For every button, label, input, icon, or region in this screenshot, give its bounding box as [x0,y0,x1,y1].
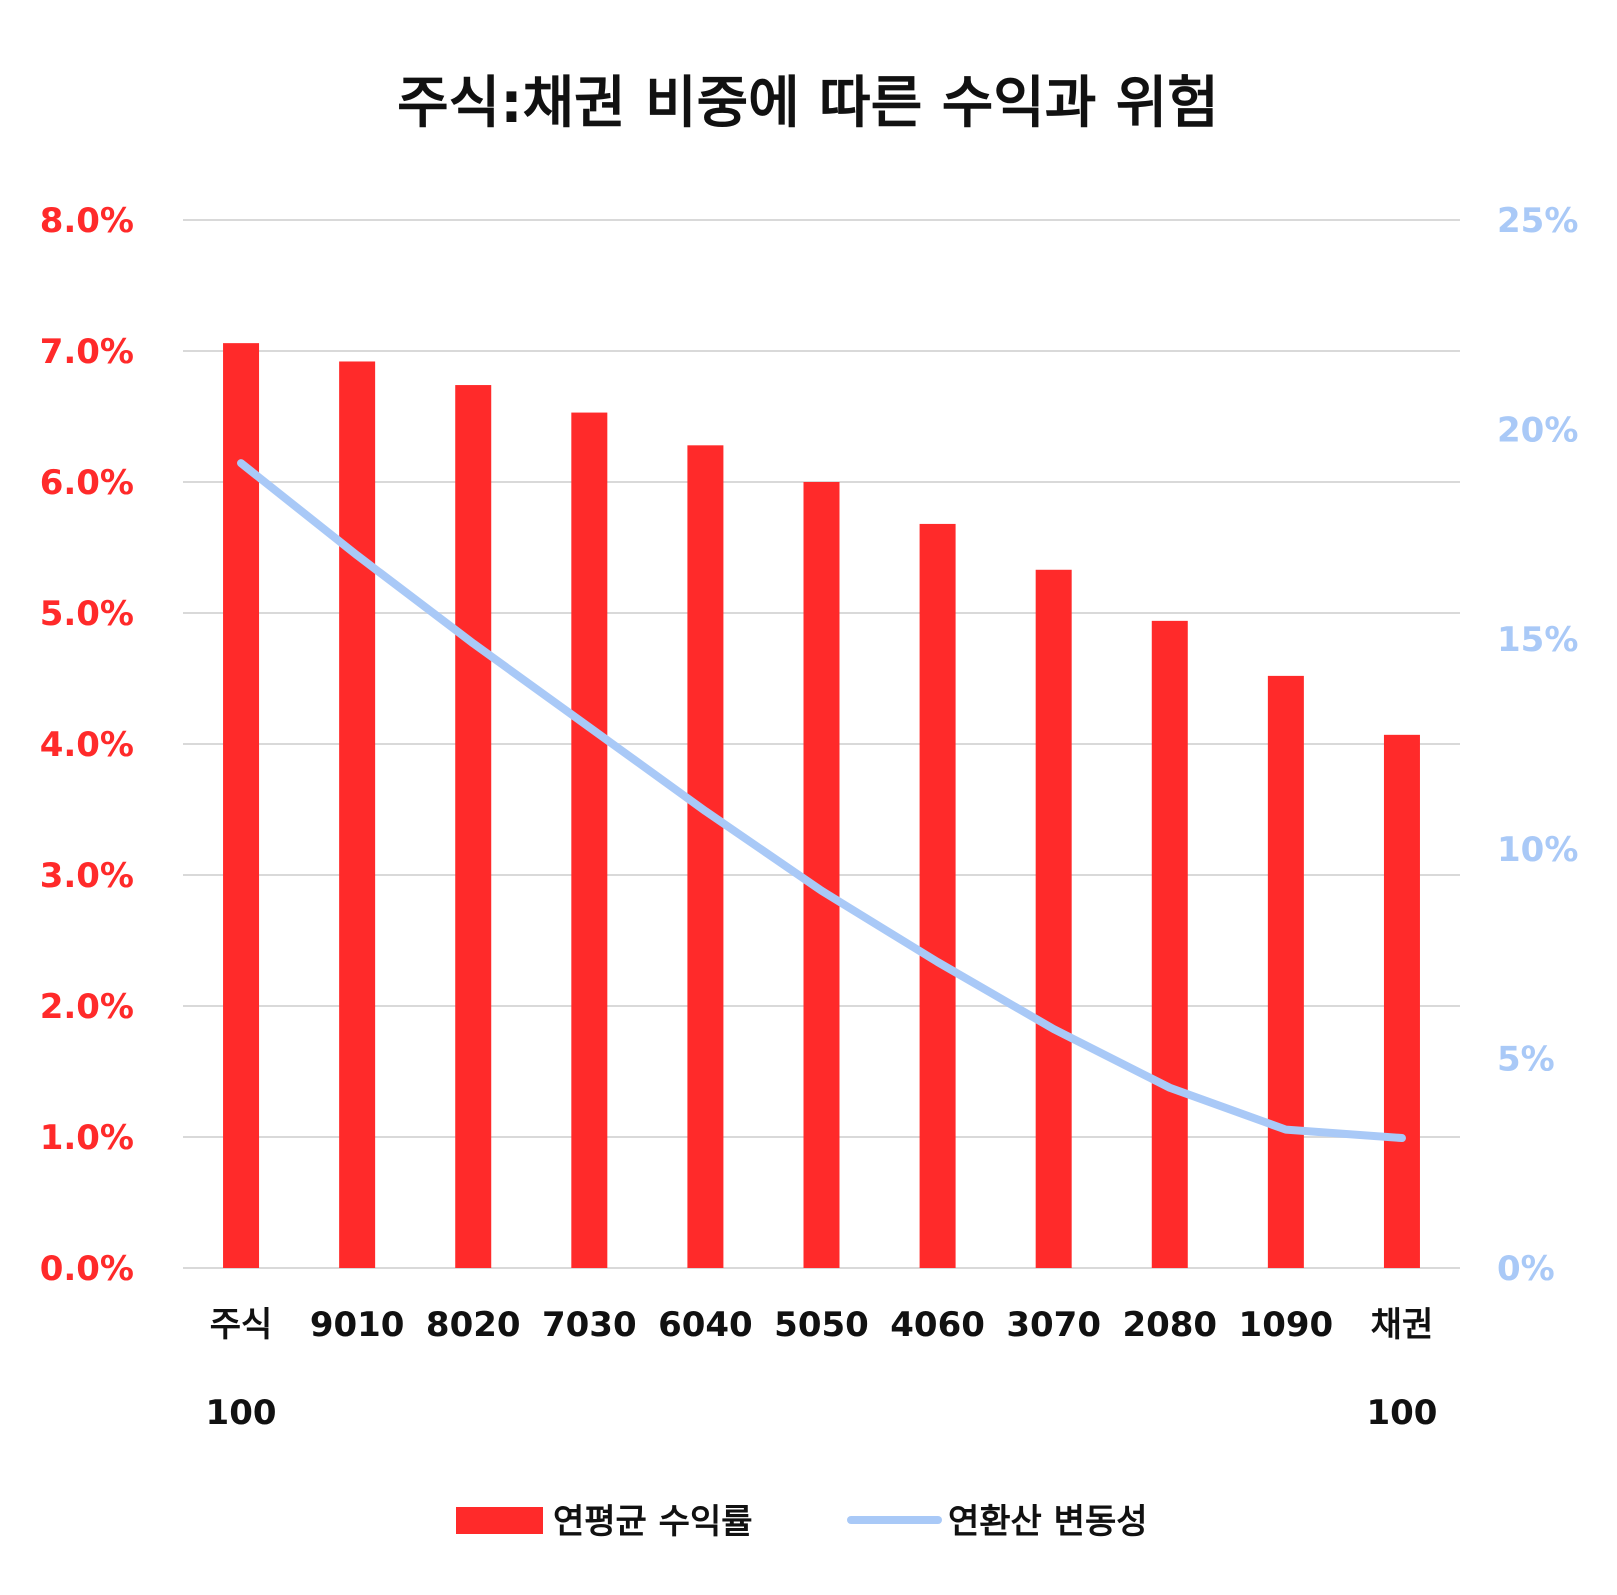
right-tick-label: 10% [1497,830,1578,870]
left-tick-label: 5.0% [40,594,134,634]
x-tick-label: 2080 [1122,1305,1217,1345]
x-tick-label: 5050 [774,1305,869,1345]
right-tick-label: 5% [1497,1039,1555,1079]
legend-swatch-bar [456,1507,543,1534]
chart-title: 주식:채권 비중에 따른 수익과 위험 [397,71,1219,136]
bar [1035,569,1072,1268]
bar [571,412,608,1268]
x-tick-label: 4060 [890,1305,985,1345]
x-tick-label: 8020 [426,1305,521,1345]
x-tick-label: 1090 [1239,1305,1334,1345]
right-tick-label: 0% [1497,1249,1555,1289]
bar [919,523,956,1268]
bar [687,445,724,1268]
legend-label-line: 연환산 변동성 [948,1502,1148,1542]
left-axis: 0.0% 1.0% 2.0% 3.0% 4.0% 5.0% 6.0% 7.0% 8.0% [40,201,134,1289]
left-tick-label: 7.0% [40,332,134,372]
left-tick-label: 8.0% [40,201,134,241]
left-tick-label: 4.0% [40,725,134,765]
x-tick-label: 7030 [542,1305,637,1345]
legend-label-bar: 연평균 수익률 [553,1502,753,1542]
left-tick-label: 0.0% [40,1249,134,1289]
bar [223,343,260,1268]
right-tick-label: 20% [1497,411,1578,451]
bar [1267,675,1304,1268]
x-tick-label: 주식 [210,1305,273,1345]
x-axis: 주식 100 9010 8020 7030 6040 5050 4060 3070 2080 109… [206,1305,1438,1433]
x-tick-label: 채권 [1371,1305,1434,1345]
bar [455,385,492,1268]
right-tick-label: 15% [1497,620,1578,660]
x-tick-label: 100 [1366,1393,1437,1433]
bar-series [223,343,1420,1269]
legend: 연평균 수익률 연환산 변동성 [456,1502,1148,1542]
x-tick-label: 9010 [310,1305,405,1345]
line-series [237,459,1406,1143]
right-axis: 0% 5% 10% 15% 20% 25% [1497,201,1578,1289]
x-tick-label: 100 [206,1393,277,1433]
bar [1151,620,1188,1268]
bar [339,361,376,1269]
x-tick-label: 6040 [658,1305,753,1345]
right-tick-label: 25% [1497,201,1578,241]
left-tick-label: 1.0% [40,1118,134,1158]
bar [803,482,840,1268]
x-tick-label: 3070 [1006,1305,1101,1345]
left-tick-label: 2.0% [40,987,134,1027]
bar [1383,734,1420,1268]
left-tick-label: 6.0% [40,463,134,503]
left-tick-label: 3.0% [40,856,134,896]
